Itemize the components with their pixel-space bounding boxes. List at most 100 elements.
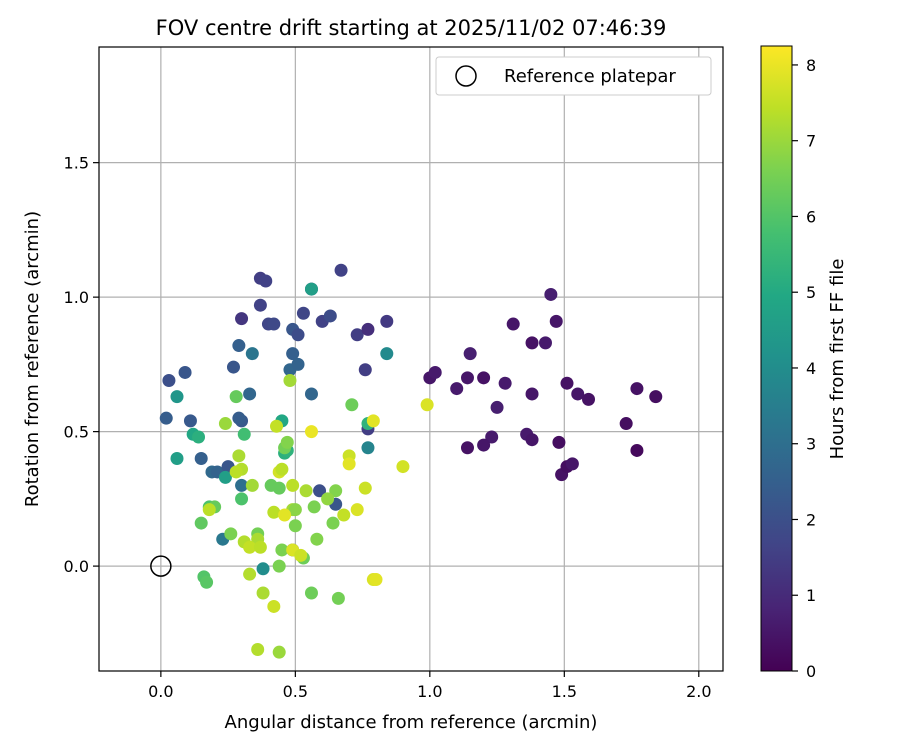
data-point bbox=[267, 317, 281, 331]
colorbar-tick-label: 7 bbox=[806, 132, 816, 151]
data-point bbox=[259, 274, 273, 288]
data-point bbox=[450, 382, 464, 396]
y-tick-label: 1.5 bbox=[64, 154, 89, 173]
data-point bbox=[331, 591, 345, 605]
x-tick-label: 1.0 bbox=[417, 682, 442, 701]
data-point bbox=[218, 470, 232, 484]
data-point bbox=[283, 374, 297, 388]
data-point bbox=[582, 392, 596, 406]
data-point bbox=[229, 465, 243, 479]
x-tick-label: 0.0 bbox=[148, 682, 173, 701]
data-point bbox=[490, 400, 504, 414]
data-point bbox=[361, 441, 375, 455]
data-point bbox=[232, 411, 246, 425]
data-point bbox=[291, 328, 305, 342]
data-point bbox=[251, 642, 265, 656]
data-point bbox=[278, 508, 292, 522]
data-point bbox=[272, 559, 286, 573]
data-point bbox=[630, 382, 644, 396]
y-axis-label: Rotation from reference (arcmin) bbox=[22, 211, 43, 507]
data-point bbox=[170, 390, 184, 404]
data-point bbox=[544, 287, 558, 301]
data-point bbox=[571, 387, 585, 401]
data-point bbox=[396, 460, 410, 474]
reference-point bbox=[150, 555, 172, 577]
data-point bbox=[245, 478, 259, 492]
data-point bbox=[304, 425, 318, 439]
data-point bbox=[183, 414, 197, 428]
data-point bbox=[235, 478, 249, 492]
data-point bbox=[498, 376, 512, 390]
data-point bbox=[350, 503, 364, 517]
data-point bbox=[506, 317, 520, 331]
data-point bbox=[286, 347, 300, 361]
data-point bbox=[235, 312, 249, 326]
data-point bbox=[304, 387, 318, 401]
data-point bbox=[323, 309, 337, 323]
data-point bbox=[350, 328, 364, 342]
colorbar-tick-label: 4 bbox=[806, 359, 816, 378]
data-point bbox=[477, 438, 491, 452]
data-point bbox=[525, 387, 539, 401]
data-point bbox=[358, 363, 372, 377]
data-point bbox=[369, 573, 383, 587]
data-point bbox=[229, 390, 243, 404]
chart-title: FOV centre drift starting at 2025/11/02 … bbox=[156, 16, 667, 40]
colorbar-gradient bbox=[760, 45, 793, 672]
y-tick-label: 0.5 bbox=[64, 423, 89, 442]
data-point bbox=[549, 314, 563, 328]
data-point bbox=[232, 449, 246, 463]
data-point bbox=[477, 371, 491, 385]
colorbar-tick-label: 0 bbox=[806, 662, 816, 681]
data-point bbox=[463, 347, 477, 361]
legend: Reference platepar bbox=[435, 56, 712, 96]
x-axis-ticks: 0.0 0.5 1.0 1.5 2.0 bbox=[148, 671, 712, 701]
data-point bbox=[162, 374, 176, 388]
data-point bbox=[280, 435, 294, 449]
data-point bbox=[294, 548, 308, 562]
data-point bbox=[194, 452, 208, 466]
data-point bbox=[485, 430, 499, 444]
data-point bbox=[202, 503, 216, 517]
data-point bbox=[237, 427, 251, 441]
data-point bbox=[275, 543, 289, 557]
data-point bbox=[329, 484, 343, 498]
data-point bbox=[619, 417, 633, 431]
y-axis-ticks: 0.0 0.5 1.0 1.5 bbox=[64, 154, 99, 576]
y-tick-label: 0.0 bbox=[64, 557, 89, 576]
colorbar-ticks: 0 1 2 3 4 5 6 7 8 bbox=[792, 56, 816, 681]
data-point bbox=[226, 360, 240, 374]
data-point bbox=[243, 540, 257, 554]
data-point bbox=[420, 398, 434, 412]
data-point bbox=[253, 298, 267, 312]
x-tick-label: 0.5 bbox=[283, 682, 308, 701]
data-point bbox=[342, 457, 356, 471]
data-point bbox=[291, 357, 305, 371]
data-point bbox=[313, 484, 327, 498]
data-point bbox=[304, 282, 318, 296]
data-point bbox=[267, 599, 281, 613]
data-point bbox=[288, 519, 302, 533]
data-point bbox=[345, 398, 359, 412]
colorbar-tick-label: 3 bbox=[806, 435, 816, 454]
legend-marker-open-circle bbox=[455, 65, 477, 87]
data-point bbox=[565, 457, 579, 471]
data-point bbox=[560, 376, 574, 390]
data-point bbox=[232, 339, 246, 353]
data-point bbox=[538, 336, 552, 350]
data-point bbox=[270, 419, 284, 433]
x-tick-label: 1.5 bbox=[552, 682, 577, 701]
data-point bbox=[159, 411, 173, 425]
data-point bbox=[525, 433, 539, 447]
data-point bbox=[170, 452, 184, 466]
data-point bbox=[235, 492, 249, 506]
data-point bbox=[272, 645, 286, 659]
data-point bbox=[288, 503, 302, 517]
data-point bbox=[337, 508, 351, 522]
legend-box bbox=[435, 56, 712, 96]
data-point bbox=[304, 586, 318, 600]
colorbar-tick-label: 8 bbox=[806, 56, 816, 75]
x-tick-label: 2.0 bbox=[686, 682, 711, 701]
data-point bbox=[334, 263, 348, 277]
data-point bbox=[361, 322, 375, 336]
